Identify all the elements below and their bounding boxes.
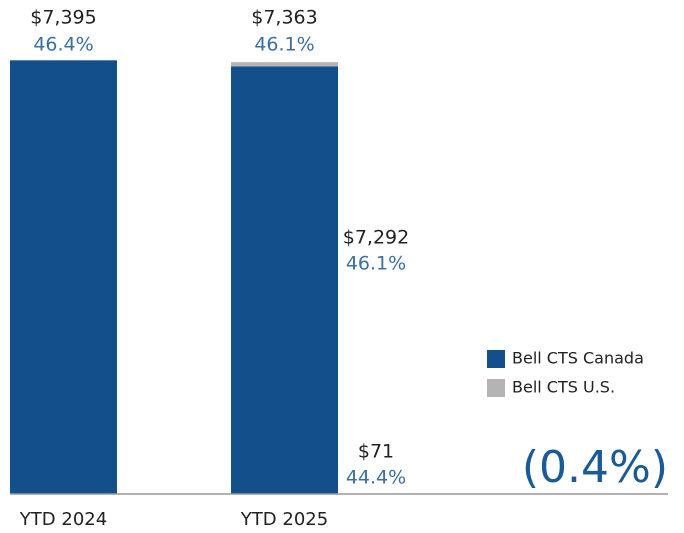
change-annotation: (0.4%) (522, 442, 668, 493)
bar-segment (231, 66, 338, 495)
segment-margin-label: 46.1% (346, 253, 406, 275)
bar-segment (10, 60, 117, 494)
margin-label: 46.1% (254, 34, 314, 56)
legend-swatch (487, 350, 505, 368)
total-label: $7,395 (30, 7, 96, 29)
margin-label: 46.4% (33, 34, 93, 56)
segment-value-label: $71 (358, 441, 394, 463)
segment-margin-label: 44.4% (346, 467, 406, 489)
total-label: $7,363 (251, 7, 317, 29)
segment-value-label: $7,292 (343, 227, 409, 249)
legend-label: Bell CTS U.S. (512, 378, 615, 397)
legend-swatch (487, 379, 505, 397)
x-tick-label: YTD 2025 (240, 509, 328, 530)
bar-segment (231, 62, 338, 67)
legend-label: Bell CTS Canada (512, 349, 644, 368)
x-tick-label: YTD 2024 (19, 509, 107, 530)
